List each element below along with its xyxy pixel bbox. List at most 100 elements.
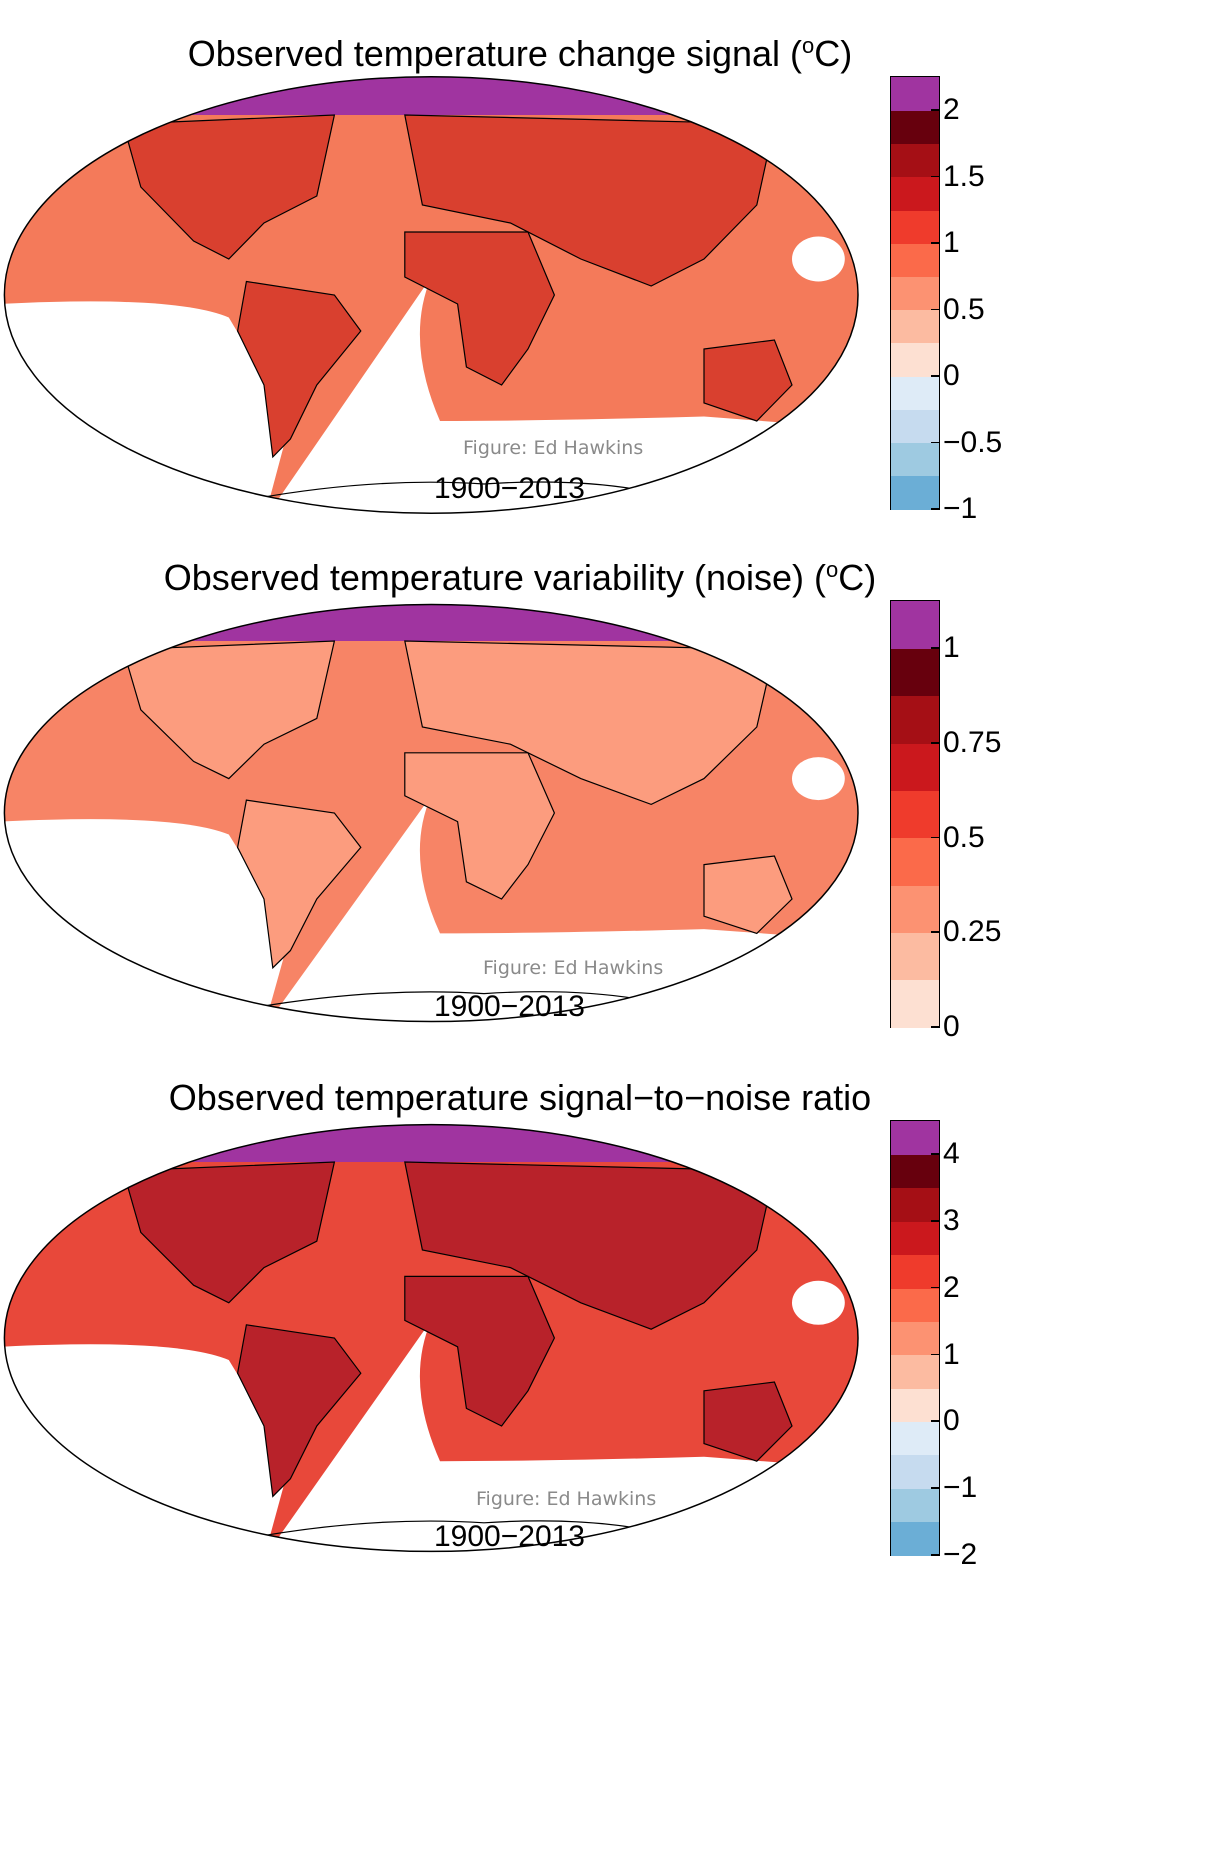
continent-outline xyxy=(404,231,556,386)
continent-outline xyxy=(703,339,793,422)
colorbar: 0 0.25 0.5 0.75 1 xyxy=(890,600,1001,1042)
map-frame xyxy=(3,1123,859,1553)
continent-outline xyxy=(122,640,336,780)
colorbar-tick xyxy=(931,109,939,111)
panel-title: Observed temperature signal−to−noise rat… xyxy=(168,1077,872,1118)
continent-outline xyxy=(404,1275,556,1427)
colorbar-swatch xyxy=(891,1321,939,1356)
colorbar-tick xyxy=(931,647,939,649)
colorbar-tick xyxy=(931,931,939,933)
map-fill-group xyxy=(4,1124,858,1552)
no-data-region xyxy=(792,236,845,282)
colorbar-tick-label: 1 xyxy=(943,1337,960,1371)
panel-snr: Observed temperature signal−to−noise rat… xyxy=(0,1050,1217,1875)
figure-credit: Figure: Ed Hawkins xyxy=(476,1488,657,1510)
panel-variability: Observed temperature variability (noise)… xyxy=(0,530,1217,1050)
colorbar-tick-label: 0.5 xyxy=(943,820,985,854)
colorbar-swatch xyxy=(891,1287,939,1322)
map-frame xyxy=(3,76,859,514)
colorbar-tick xyxy=(931,1420,939,1422)
continent-outline xyxy=(122,1161,336,1304)
colorbar-swatch xyxy=(891,1388,939,1423)
colorbar-tick xyxy=(931,1487,939,1489)
figure-credit: Figure: Ed Hawkins xyxy=(483,957,664,979)
colorbar-swatch xyxy=(891,176,939,211)
colorbar-swatch xyxy=(891,885,939,933)
colorbar-tick xyxy=(931,375,939,377)
figure-credit: Figure: Ed Hawkins xyxy=(463,437,644,459)
colorbar-swatch xyxy=(891,1488,939,1523)
colorbar-swatch xyxy=(891,409,939,444)
period-label: 1900−2013 xyxy=(434,1520,585,1553)
world-map xyxy=(3,603,859,1023)
colorbar-swatch xyxy=(891,1254,939,1289)
continent-outline xyxy=(122,114,336,260)
continent-outline xyxy=(404,752,556,900)
colorbar-swatch xyxy=(891,1187,939,1222)
world-map xyxy=(3,76,859,514)
map-fill-group xyxy=(4,604,858,1022)
colorbar-tick xyxy=(931,1026,939,1028)
colorbar-swatch xyxy=(891,143,939,178)
world-map xyxy=(3,1123,859,1553)
colorbar-swatch xyxy=(891,837,939,886)
colorbar-swatch xyxy=(891,601,939,649)
colorbar-swatch xyxy=(891,209,939,244)
colorbar-swatch xyxy=(891,276,939,311)
colorbar-swatch xyxy=(891,342,939,377)
colorbar-tick-label: 1 xyxy=(943,226,960,260)
map-frame xyxy=(3,603,859,1023)
colorbar-tick-label: 1.5 xyxy=(943,159,985,193)
colorbar-tick-label: −2 xyxy=(943,1538,978,1571)
colorbar-tick xyxy=(931,441,939,444)
colorbar-tick-label: 0.75 xyxy=(943,726,1002,759)
colorbar-tick xyxy=(931,308,939,311)
continent-outline xyxy=(236,1324,362,1498)
colorbar-tick-label: 2 xyxy=(943,1270,960,1304)
colorbar-swatch xyxy=(891,695,939,744)
colorbar-swatch xyxy=(891,77,939,111)
colorbar-swatch xyxy=(891,1454,939,1489)
colorbar-swatch xyxy=(891,1121,939,1155)
colorbar-swatch xyxy=(891,1421,939,1456)
colorbar-tick-label: 0 xyxy=(943,1010,960,1043)
colorbar-tick xyxy=(931,1554,939,1556)
colorbar-tick xyxy=(931,742,939,744)
colorbar-tick xyxy=(931,1353,939,1356)
period-label: 1900−2013 xyxy=(434,990,585,1023)
colorbar: −2 −1 0 1 2 3 4 xyxy=(890,1120,977,1570)
no-data-region xyxy=(792,757,845,801)
colorbar-swatch xyxy=(891,309,939,344)
colorbar-tick-label: 0 xyxy=(943,1404,960,1438)
continent-outline xyxy=(703,855,793,935)
continent-outline xyxy=(236,799,362,970)
panel-title: Observed temperature variability (noise)… xyxy=(163,557,877,598)
colorbar-swatch xyxy=(891,743,939,791)
colorbar-tick xyxy=(931,508,939,510)
colorbar-tick-label: −0.5 xyxy=(943,425,1003,459)
colorbar-swatch xyxy=(891,110,939,145)
panel-title: Observed temperature change signal (oC) xyxy=(187,33,853,74)
colorbar-swatch xyxy=(891,475,939,510)
colorbar-tick xyxy=(931,1220,939,1222)
colorbar-swatch xyxy=(891,243,939,277)
colorbar-tick-label: 2 xyxy=(943,93,960,127)
colorbar: −1 −0.5 0 0.5 1 1.5 2 xyxy=(890,76,1002,524)
colorbar-tick-label: 0 xyxy=(943,359,960,393)
colorbar-tick-label: 0.25 xyxy=(943,915,1002,949)
colorbar-swatch xyxy=(891,1521,939,1556)
colorbar-tick xyxy=(931,1153,939,1155)
colorbar-tick xyxy=(931,175,939,178)
continent-outline xyxy=(236,280,362,459)
panel-signal: Observed temperature change signal (oC) … xyxy=(0,0,1217,530)
colorbar-tick-label: 4 xyxy=(943,1137,960,1171)
colorbar-tick xyxy=(931,1286,939,1289)
colorbar-swatch xyxy=(891,1354,939,1389)
colorbar-tick xyxy=(931,836,939,839)
colorbar-swatch xyxy=(891,790,939,839)
colorbar-swatch xyxy=(891,1221,939,1256)
continent-outline xyxy=(703,1381,793,1462)
period-label: 1900−2013 xyxy=(434,472,585,505)
colorbar-tick-label: 1 xyxy=(943,631,960,665)
colorbar-tick xyxy=(931,242,939,244)
